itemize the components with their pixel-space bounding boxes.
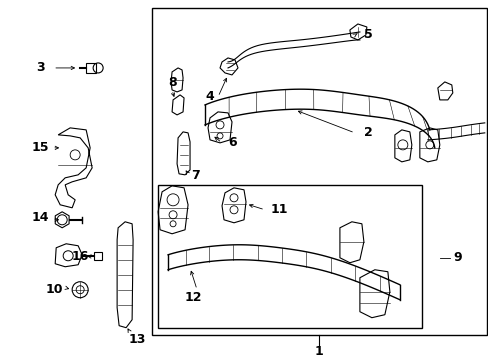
Text: 14: 14 — [31, 211, 49, 224]
Text: 15: 15 — [31, 141, 49, 154]
Bar — [94, 252, 102, 260]
Bar — [158, 185, 421, 328]
Text: 12: 12 — [184, 291, 202, 304]
Text: 3: 3 — [36, 62, 44, 75]
Bar — [86, 63, 96, 73]
Text: 10: 10 — [45, 283, 63, 296]
Text: 1: 1 — [314, 345, 323, 358]
Text: 13: 13 — [128, 333, 145, 346]
Text: 8: 8 — [167, 76, 176, 89]
Text: 9: 9 — [452, 251, 461, 264]
Text: 2: 2 — [363, 126, 371, 139]
Text: 11: 11 — [270, 203, 287, 216]
Text: 4: 4 — [205, 90, 214, 103]
Text: 16: 16 — [71, 250, 89, 263]
Bar — [152, 8, 486, 335]
Text: 6: 6 — [228, 136, 237, 149]
Text: 5: 5 — [363, 28, 371, 41]
Text: 7: 7 — [190, 169, 199, 182]
